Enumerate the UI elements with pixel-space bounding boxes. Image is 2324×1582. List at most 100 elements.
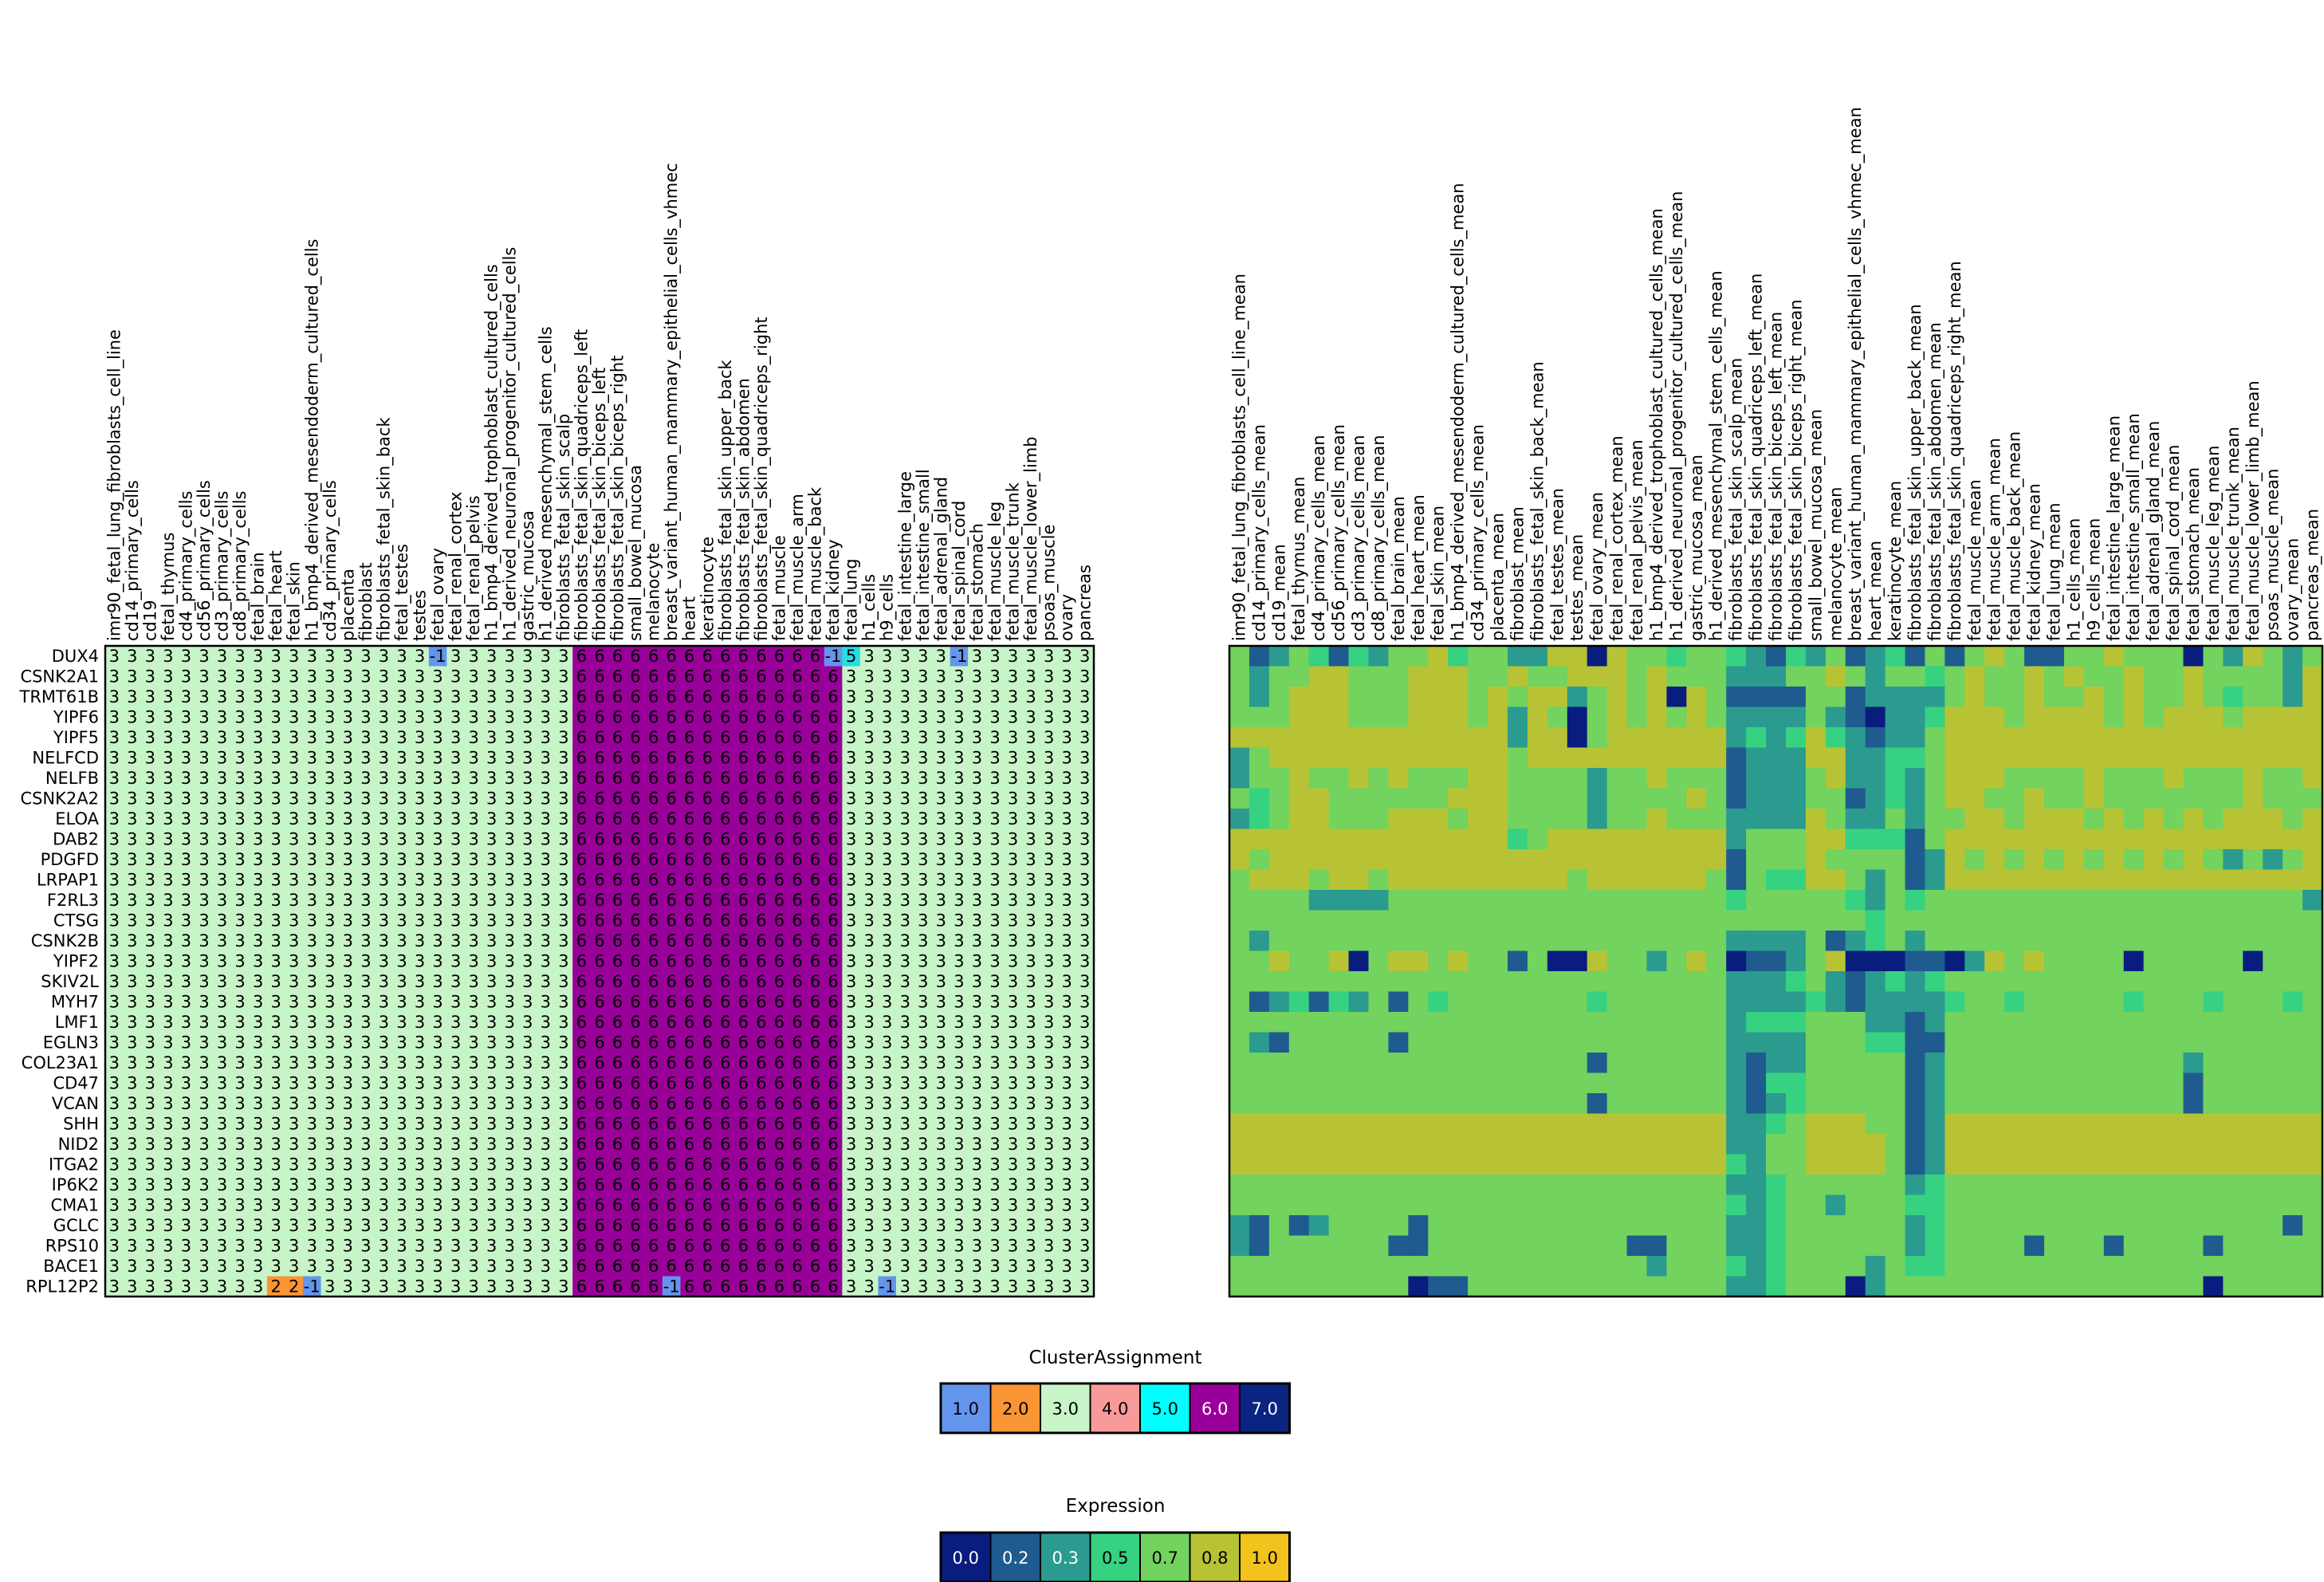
cluster-cell-value: 3 bbox=[379, 850, 389, 869]
expression-cell bbox=[1646, 1012, 1667, 1033]
expression-cell bbox=[1706, 1113, 1727, 1135]
cluster-cell-value: 3 bbox=[109, 707, 120, 726]
cluster-cell-value: 3 bbox=[253, 850, 263, 869]
cluster-cell bbox=[1040, 706, 1059, 728]
cluster-cell bbox=[501, 666, 520, 687]
cluster-column-label: cd19 bbox=[140, 600, 159, 641]
cluster-cell bbox=[501, 646, 520, 667]
cluster-cell-value: 6 bbox=[666, 1033, 676, 1052]
expression-cell bbox=[2103, 646, 2125, 667]
cluster-cell bbox=[554, 768, 573, 789]
cluster-cell-value: 6 bbox=[792, 951, 802, 970]
cluster-cell-value: 3 bbox=[505, 769, 515, 788]
expression-cell bbox=[1945, 646, 1965, 667]
expression-cell bbox=[1368, 646, 1389, 667]
cluster-cell-value: 3 bbox=[1008, 972, 1018, 991]
expression-cell bbox=[1766, 1012, 1787, 1033]
expression-cell bbox=[1964, 950, 1985, 972]
cluster-cell-value: 3 bbox=[253, 1277, 263, 1296]
cluster-cell-value: 3 bbox=[918, 850, 928, 869]
cluster-cell-value: 3 bbox=[486, 1195, 497, 1214]
cluster-cell bbox=[734, 666, 753, 687]
cluster-cell-value: 3 bbox=[468, 1013, 478, 1032]
expression-cell bbox=[2063, 1134, 2085, 1155]
expression-cell bbox=[1328, 910, 1350, 931]
cluster-cell-value: 3 bbox=[360, 1257, 371, 1276]
expression-cell bbox=[1448, 1072, 1469, 1094]
expression-cell bbox=[1606, 849, 1628, 870]
expression-cell bbox=[1845, 890, 1866, 911]
cluster-cell-value: 6 bbox=[810, 911, 820, 930]
expression-cell bbox=[1845, 1032, 1866, 1053]
cluster-cell-value: 6 bbox=[684, 667, 694, 686]
cluster-cell-value: 6 bbox=[576, 687, 587, 706]
row-label: GCLC bbox=[53, 1216, 99, 1235]
cluster-cell-value: 3 bbox=[1061, 1114, 1072, 1133]
cluster-cell-value: 3 bbox=[918, 1155, 928, 1174]
expression-cell bbox=[2063, 809, 2085, 829]
expression-cell bbox=[1448, 849, 1469, 870]
cluster-cell-value: 6 bbox=[702, 1175, 713, 1194]
expression-cell bbox=[2302, 910, 2323, 931]
expression-cell bbox=[1606, 991, 1628, 1013]
expression-cell bbox=[1388, 1012, 1409, 1033]
cluster-cell-value: 3 bbox=[432, 931, 442, 950]
cluster-cell-value: 3 bbox=[863, 1277, 874, 1296]
cluster-cell-value: 6 bbox=[774, 1257, 784, 1276]
cluster-cell-value: 3 bbox=[307, 1033, 317, 1052]
expression-cell bbox=[1368, 931, 1389, 951]
cluster-cell bbox=[554, 706, 573, 728]
cluster-cell-value: 3 bbox=[199, 1013, 209, 1032]
cluster-cell-value: 3 bbox=[505, 1073, 515, 1092]
row-label: RPS10 bbox=[45, 1236, 99, 1255]
expression-cell bbox=[1825, 950, 1846, 972]
expression-cell bbox=[2263, 687, 2283, 707]
expression-cell bbox=[1726, 950, 1747, 972]
cluster-cell-value: 3 bbox=[468, 647, 478, 666]
expression-cell bbox=[1448, 727, 1469, 748]
cluster-cell-value: 6 bbox=[648, 850, 659, 869]
cluster-cell bbox=[590, 687, 609, 707]
cluster-cell bbox=[680, 727, 699, 748]
cluster-cell-value: 3 bbox=[253, 1135, 263, 1154]
cluster-cell-value: 3 bbox=[450, 707, 461, 726]
expression-cell bbox=[1726, 910, 1747, 931]
expression-cell bbox=[1825, 768, 1846, 789]
cluster-cell-value: 6 bbox=[612, 1013, 623, 1032]
cluster-cell-value: 3 bbox=[882, 1236, 892, 1255]
expression-cell bbox=[1945, 1113, 1965, 1135]
cluster-cell-value: 6 bbox=[810, 687, 820, 706]
expression-cell bbox=[1547, 1134, 1568, 1155]
cluster-cell-value: 6 bbox=[810, 1094, 820, 1113]
cluster-cell-value: 3 bbox=[396, 647, 407, 666]
expression-cell bbox=[1785, 1134, 1807, 1155]
cluster-cell-value: 3 bbox=[109, 870, 120, 889]
cluster-cell bbox=[824, 727, 843, 748]
cluster-cell-value: 6 bbox=[810, 1195, 820, 1214]
cluster-cell-value: 3 bbox=[522, 687, 533, 706]
cluster-cell-value: 3 bbox=[972, 769, 982, 788]
cluster-cell-value: 3 bbox=[541, 1073, 551, 1092]
expression-cell bbox=[2183, 1093, 2204, 1114]
expression-cell bbox=[1249, 1053, 1270, 1073]
expression-cell bbox=[2283, 869, 2303, 891]
cluster-cell-value: 6 bbox=[594, 992, 604, 1011]
cluster-cell-value: 3 bbox=[1025, 870, 1036, 889]
cluster-cell-value: 3 bbox=[307, 992, 317, 1011]
expression-cell bbox=[1448, 1113, 1469, 1135]
row-label: COL23A1 bbox=[22, 1053, 99, 1072]
expression-cell bbox=[1606, 971, 1628, 992]
cluster-cell-value: 3 bbox=[324, 1155, 335, 1174]
cluster-cell-value: 3 bbox=[1025, 911, 1036, 930]
cluster-cell-value: 6 bbox=[738, 728, 749, 747]
expression-cell bbox=[1567, 828, 1588, 850]
expression-cell bbox=[2143, 971, 2165, 992]
expression-cell bbox=[1567, 869, 1588, 891]
cluster-cell-value: 3 bbox=[163, 1236, 173, 1255]
expression-cell bbox=[1328, 1154, 1350, 1175]
expression-cell bbox=[2024, 1113, 2045, 1135]
cluster-cell bbox=[285, 666, 304, 687]
cluster-cell-value: 3 bbox=[1079, 809, 1090, 828]
cluster-cell bbox=[285, 747, 304, 769]
cluster-cell-value: 6 bbox=[630, 728, 640, 747]
